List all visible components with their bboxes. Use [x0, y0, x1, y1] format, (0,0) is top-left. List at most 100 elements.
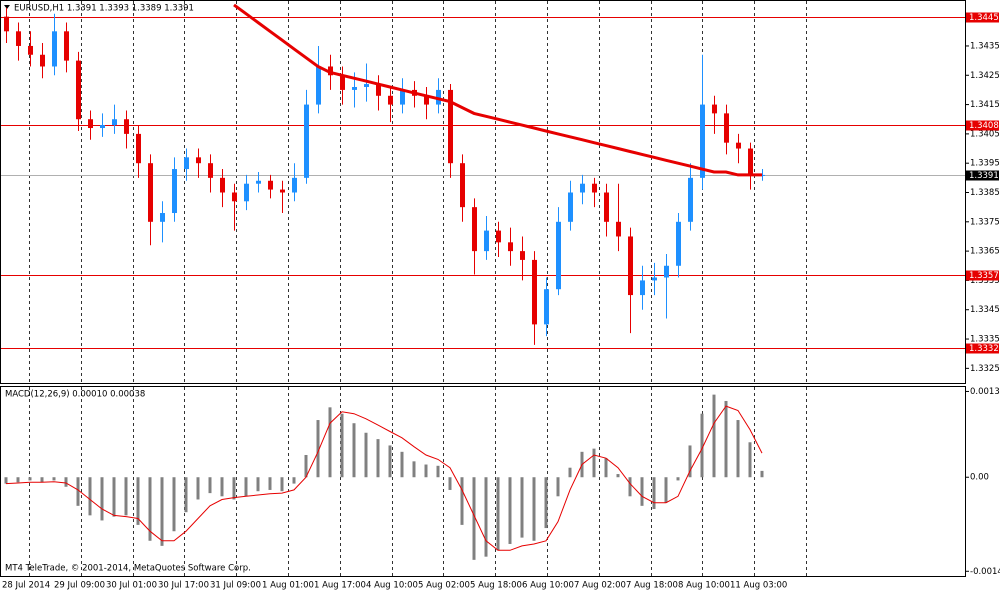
- macd-bar: [340, 413, 344, 478]
- candle-body: [28, 45, 33, 55]
- y-tick-label: 1.3405: [970, 129, 1000, 139]
- level-box: [966, 12, 999, 23]
- macd-bar: [472, 477, 476, 560]
- macd-bar: [676, 477, 680, 481]
- candle-body: [196, 157, 201, 164]
- macd-bar: [16, 477, 20, 483]
- candle-body: [556, 221, 561, 290]
- y-tick-label: 1.3355: [970, 276, 1000, 286]
- y-tick-label: 1.3335: [970, 335, 1000, 345]
- y-tick-label: 1.3375: [970, 217, 1000, 227]
- chart-title: EURUSD,H1 1.3391 1.3393 1.3389 1.3391: [14, 4, 194, 14]
- macd-bar: [604, 458, 608, 478]
- x-tick-label: 5 Aug 02:00: [418, 581, 470, 591]
- macd-bar: [40, 477, 44, 483]
- candle-body: [232, 192, 237, 202]
- macd-bar: [76, 477, 80, 506]
- macd-bar: [304, 454, 308, 478]
- macd-bar: [700, 413, 704, 478]
- candle-body: [484, 230, 489, 252]
- candle-body: [52, 31, 57, 67]
- candle-body: [700, 104, 705, 178]
- candle-body: [748, 148, 753, 175]
- candle-body: [88, 119, 93, 129]
- macd-bar: [748, 442, 752, 478]
- macd-bar: [592, 448, 596, 478]
- level-label: 1.3445: [969, 13, 999, 23]
- macd-bar: [100, 477, 104, 521]
- macd-bar: [4, 477, 8, 484]
- candle-body: [244, 183, 249, 202]
- macd-bar: [436, 465, 440, 478]
- symbol-icon: [4, 5, 10, 9]
- x-tick-label: 30 Jul 17:00: [158, 581, 209, 591]
- macd-bar: [736, 420, 740, 478]
- x-tick-label: 5 Aug 18:00: [470, 581, 522, 591]
- macd-bar: [136, 477, 140, 525]
- macd-bar: [148, 477, 152, 541]
- y-tick-label: 1.3435: [970, 41, 1000, 51]
- macd-bar: [712, 394, 716, 478]
- candle-body: [184, 157, 189, 170]
- macd-signal: [5, 405, 763, 551]
- macd-bar: [220, 477, 224, 497]
- macd-bar: [88, 477, 92, 516]
- macd-bar: [292, 477, 296, 484]
- level-box: [966, 343, 999, 354]
- x-tick-label: 30 Jul 01:00: [106, 581, 157, 591]
- x-tick-label: 1 Aug 17:00: [314, 581, 366, 591]
- macd-bar: [28, 477, 32, 481]
- candle-body: [388, 95, 393, 105]
- candle-body: [472, 207, 477, 252]
- candle-body: [316, 66, 321, 105]
- macd-bar: [52, 477, 56, 481]
- candle-body: [40, 54, 45, 67]
- macd-bar: [208, 477, 212, 494]
- macd-bar: [232, 477, 236, 500]
- x-tick-label: 31 Jul 09:00: [210, 581, 261, 591]
- candle-body: [4, 16, 9, 32]
- candle-body: [400, 89, 405, 105]
- macd-bar: [244, 477, 248, 497]
- candle-body: [16, 31, 21, 46]
- macd-bar: [376, 439, 380, 478]
- y-tick-label: 1.3345: [970, 305, 1000, 315]
- candle-body: [352, 86, 357, 90]
- candle-body: [148, 163, 153, 222]
- candle-body: [424, 95, 429, 105]
- candle-body: [712, 104, 717, 114]
- x-tick-label: 28 Jul 2014: [2, 581, 50, 591]
- level-box: [966, 270, 999, 281]
- candle-body: [448, 89, 453, 164]
- candle-body: [616, 221, 621, 237]
- macd-bar: [724, 400, 728, 478]
- macd-bar: [112, 477, 116, 517]
- macd-bar: [388, 445, 392, 478]
- macd-title: MACD(12,26,9) 0.00010 0.00038: [5, 390, 145, 400]
- y-tick-label: 0.00135: [970, 387, 1000, 397]
- candle-body: [508, 242, 513, 252]
- macd-bar: [520, 477, 524, 538]
- macd-bar: [760, 470, 764, 478]
- candle-body: [736, 142, 741, 149]
- macd-bar: [568, 467, 572, 478]
- last-price-label: 1.3391: [969, 171, 999, 181]
- x-tick-label: 4 Aug 10:00: [366, 581, 418, 591]
- candle-body: [436, 89, 441, 105]
- macd-bar: [268, 477, 272, 490]
- macd-bar: [364, 432, 368, 478]
- candle-body: [604, 192, 609, 222]
- x-tick-label: 6 Aug 10:00: [522, 581, 574, 591]
- y-tick-label: -0.00148: [970, 567, 1000, 577]
- candle-body: [640, 280, 645, 296]
- macd-bar: [508, 477, 512, 544]
- candle-body: [280, 189, 285, 193]
- macd-bar: [160, 477, 164, 546]
- macd-bar: [556, 477, 560, 497]
- macd-bar: [328, 407, 332, 478]
- level-label: 1.3332: [969, 344, 999, 354]
- macd-panel: [0, 386, 966, 577]
- candle-body: [532, 259, 537, 325]
